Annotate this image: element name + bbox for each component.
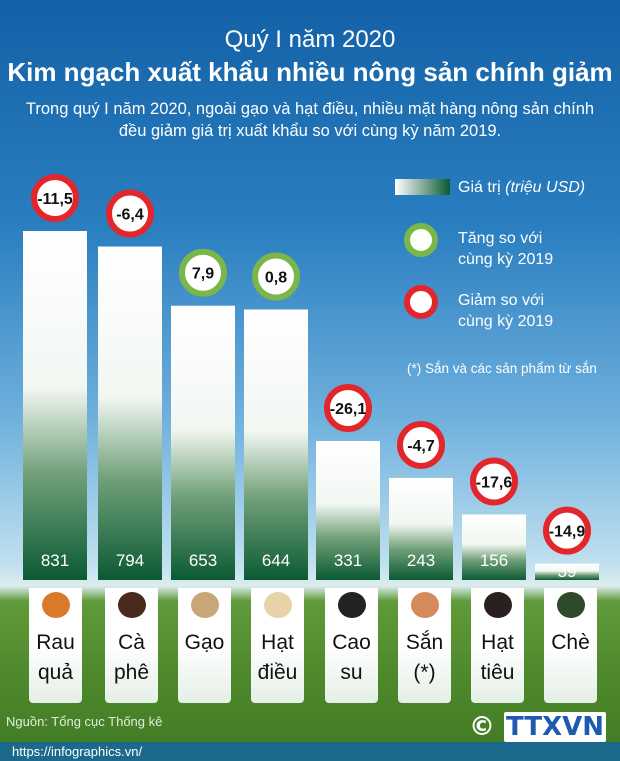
fruit-icon bbox=[42, 592, 70, 618]
change-circle bbox=[324, 383, 372, 432]
category-label: Chè bbox=[544, 588, 597, 703]
category-line-1: Chè bbox=[551, 631, 590, 654]
change-label: -26,1 bbox=[330, 401, 367, 418]
bar bbox=[244, 309, 308, 580]
bar bbox=[171, 305, 235, 580]
change-circle bbox=[252, 252, 300, 301]
category-line-1: Hạt bbox=[261, 631, 294, 654]
rice-sack-icon bbox=[191, 592, 219, 618]
tire-icon bbox=[338, 592, 366, 618]
category-label: Hạt điều bbox=[251, 588, 304, 703]
bar bbox=[389, 477, 453, 580]
change-label: 7,9 bbox=[192, 266, 214, 283]
subtitle: Quý I năm 2020 bbox=[224, 26, 396, 53]
legend-value-unit: (triệu USD) bbox=[505, 179, 586, 196]
bar-value-label: 243 bbox=[407, 551, 435, 570]
url-link[interactable]: https://infographics.vn/ bbox=[0, 742, 620, 761]
change-label: -11,5 bbox=[37, 191, 73, 208]
category-line-2: (*) bbox=[413, 661, 436, 684]
category-line-2: quả bbox=[37, 661, 74, 684]
legend-value: Giá trị (triệu USD) bbox=[458, 177, 585, 198]
cashew-icon bbox=[264, 592, 292, 618]
category-line-2: phê bbox=[113, 661, 150, 684]
change-circle bbox=[31, 173, 79, 222]
bar bbox=[316, 440, 380, 580]
category-line-1: Gạo bbox=[184, 631, 225, 654]
category-line-1: Sắn bbox=[405, 631, 444, 654]
category-label: Sắn (*) bbox=[398, 588, 451, 703]
bar bbox=[462, 514, 526, 580]
bar-value-label: 794 bbox=[116, 551, 144, 570]
change-label: -14,9 bbox=[549, 524, 586, 541]
tea-icon bbox=[557, 592, 585, 618]
cassava-icon bbox=[411, 592, 439, 618]
bar bbox=[23, 230, 87, 581]
legend-note: (*) Sắn và các sản phẩm từ sắn bbox=[407, 361, 597, 376]
category-label: Cà phê bbox=[105, 588, 158, 703]
change-circle bbox=[179, 248, 227, 297]
category-line-2: tiêu bbox=[480, 661, 515, 684]
legend-increase: Tăng so với cùng kỳ 2019 bbox=[458, 230, 554, 268]
change-label: -6,4 bbox=[116, 207, 144, 224]
legend-increase-circle bbox=[404, 223, 438, 257]
change-circle bbox=[106, 189, 154, 238]
category-line-1: Hạt bbox=[481, 631, 514, 654]
source: Nguồn: Tổng cục Thống kê bbox=[6, 714, 163, 729]
category-line-1: Cao bbox=[332, 631, 371, 654]
legend-decrease: Giảm so với cùng kỳ 2019 bbox=[458, 292, 554, 330]
chart-title: Kim ngạch xuất khẩu nhiều nông sản chính… bbox=[7, 57, 613, 87]
change-label: -4,7 bbox=[407, 438, 435, 455]
legend-gradient-swatch bbox=[395, 179, 450, 195]
pepper-icon bbox=[484, 592, 512, 618]
category-line-2: điều bbox=[257, 661, 298, 684]
category-label: Hạt tiêu bbox=[471, 588, 524, 703]
category-label: Rau quả bbox=[29, 588, 82, 703]
bar-value-label: 331 bbox=[334, 551, 362, 570]
bar bbox=[535, 563, 599, 580]
change-label: 0,8 bbox=[265, 270, 287, 287]
bar bbox=[98, 246, 162, 580]
description: Trong quý I năm 2020, ngoài gạo và hạt đ… bbox=[25, 100, 595, 140]
category-label: Gạo bbox=[178, 588, 231, 703]
category-line-1: Cà bbox=[118, 631, 145, 654]
ttxvn-logo: © TTXVN bbox=[468, 712, 606, 742]
change-circle bbox=[543, 506, 591, 555]
legend-value-label: Giá trị bbox=[458, 179, 501, 196]
bar-value-label: 39 bbox=[558, 562, 577, 581]
category-label: Cao su bbox=[325, 588, 378, 703]
category-line-2: su bbox=[340, 661, 363, 684]
change-circle bbox=[470, 457, 518, 506]
legend-decrease-circle bbox=[404, 285, 438, 319]
coffee-icon bbox=[118, 592, 146, 618]
bar-value-label: 644 bbox=[262, 551, 290, 570]
change-label: -17,6 bbox=[476, 474, 513, 491]
category-line-1: Rau bbox=[36, 631, 75, 654]
bar-value-label: 156 bbox=[480, 551, 508, 570]
bar-value-label: 831 bbox=[41, 551, 69, 570]
bar-value-label: 653 bbox=[189, 551, 217, 570]
change-circle bbox=[397, 420, 445, 469]
